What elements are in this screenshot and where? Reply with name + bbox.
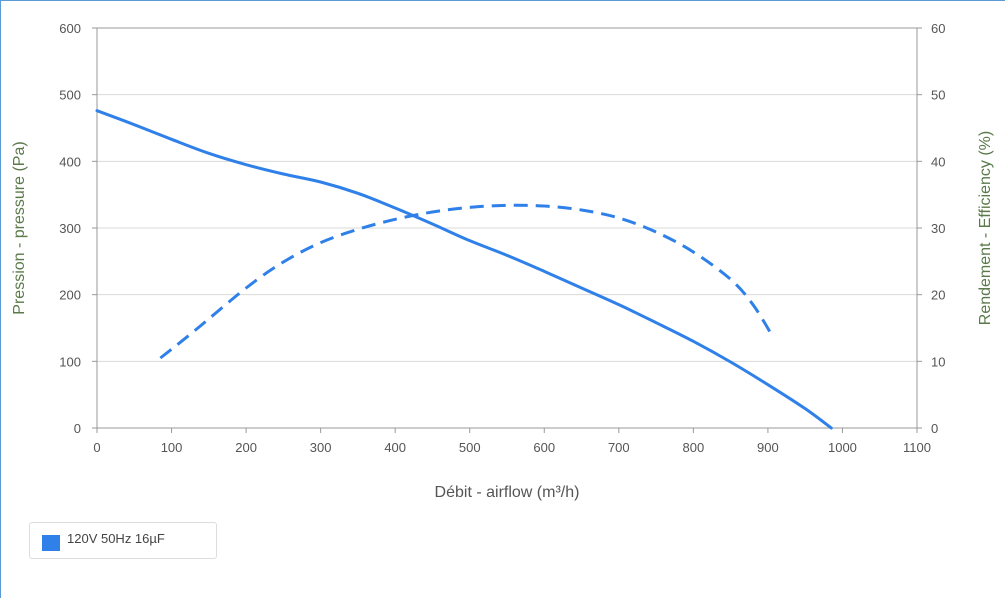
y-left-tick-label-2: 200 (59, 288, 81, 303)
x-tick-label-5: 500 (459, 440, 481, 455)
y-right-tick-label-6: 60 (931, 21, 945, 36)
y-left-tick-label-1: 100 (59, 354, 81, 369)
tick-labels: 0 100 200 300 400 500 600 700 800 900 1000 11000100… (59, 21, 945, 455)
y-right-tick-label-5: 50 (931, 88, 945, 103)
y-right-tick-label-4: 40 (931, 154, 945, 169)
y-left-tick-label-6: 600 (59, 21, 81, 36)
y-right-tick-label-1: 10 (931, 354, 945, 369)
x-tick-label-11: 1100 (903, 440, 931, 455)
y-axis-left-title: Pression - pressure (Pa) (11, 141, 28, 314)
legend-label: 120V 50Hz 16µF (67, 531, 165, 546)
pressure-curve-0 (95, 109, 833, 430)
x-tick-label-4: 400 (384, 440, 406, 455)
y-left-tick-label-0: 0 (74, 421, 81, 436)
y-left-tick-label-4: 400 (59, 154, 81, 169)
y-right-tick-label-2: 20 (931, 288, 945, 303)
legend-swatch (42, 535, 60, 551)
x-tick-label-7: 700 (608, 440, 630, 455)
x-tick-label-0: 0 (93, 440, 100, 455)
x-tick-label-3: 300 (310, 440, 332, 455)
series-lines (95, 109, 833, 430)
y-left-tick-label-3: 300 (59, 221, 81, 236)
y-axis-right-title: Rendement - Efficiency (%) (977, 131, 994, 325)
x-tick-label-2: 200 (235, 440, 257, 455)
x-tick-label-6: 600 (533, 440, 555, 455)
x-tick-label-10: 1000 (828, 440, 857, 455)
y-left-tick-label-5: 500 (59, 88, 81, 103)
legend: 120V 50Hz 16µF (29, 522, 217, 559)
y-right-tick-label-0: 0 (931, 421, 938, 436)
x-tick-label-9: 900 (757, 440, 779, 455)
y-right-tick-label-3: 30 (931, 221, 945, 236)
x-axis-title: Débit - airflow (m³/h) (435, 484, 580, 501)
x-tick-label-1: 100 (161, 440, 183, 455)
x-tick-label-8: 800 (683, 440, 705, 455)
